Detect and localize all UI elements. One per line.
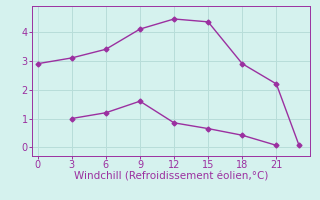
- X-axis label: Windchill (Refroidissement éolien,°C): Windchill (Refroidissement éolien,°C): [74, 172, 268, 182]
